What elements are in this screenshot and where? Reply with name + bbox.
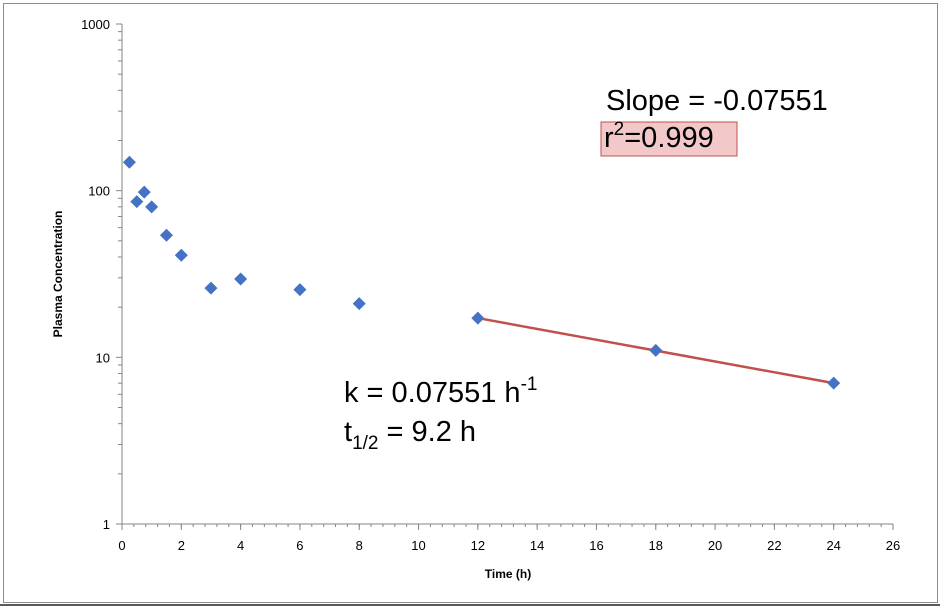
r2-highlight-box [600, 121, 738, 157]
r2-annotation: r2=0.999 [604, 119, 714, 154]
k-annotation: k = 0.07551 h-1 [344, 374, 537, 409]
y-tick-label: 1000 [81, 17, 110, 32]
data-point [471, 311, 485, 325]
x-axis-title: Time (h) [485, 567, 531, 581]
x-tick-label: 10 [411, 538, 425, 553]
axes [121, 24, 893, 525]
half-life-base: t [344, 416, 352, 448]
r2-value: =0.999 [624, 122, 714, 154]
half-life-value: = 9.2 h [378, 416, 476, 448]
x-tick-label: 16 [589, 538, 603, 553]
x-tick-label: 22 [767, 538, 781, 553]
x-tick-label: 0 [118, 538, 125, 553]
data-point [293, 283, 307, 297]
data-point [145, 200, 159, 214]
slope-annotation: Slope = -0.07551 [606, 85, 828, 117]
x-tick-label: 24 [826, 538, 840, 553]
y-tick-label: 100 [88, 184, 110, 199]
x-tick-label: 20 [708, 538, 722, 553]
y-axis-title: Plasma Concentration [51, 211, 65, 338]
data-point [130, 195, 144, 209]
half-life-subscript: 1/2 [352, 433, 378, 454]
y-tick-label: 10 [96, 350, 110, 365]
chart-frame [3, 3, 938, 603]
x-tick-label: 8 [356, 538, 363, 553]
data-points [122, 155, 841, 390]
y-tick-label: 1 [103, 517, 110, 532]
half-life-annotation: t1/2 = 9.2 h [344, 416, 476, 454]
x-tick-label: 6 [296, 538, 303, 553]
data-point [174, 248, 188, 262]
bottom-rule [0, 604, 940, 606]
x-tick-label: 14 [530, 538, 544, 553]
x-tick-label: 12 [471, 538, 485, 553]
data-point [204, 281, 218, 295]
data-point [352, 297, 366, 311]
x-tick-label: 26 [886, 538, 900, 553]
x-axis-ticks: 0 2 4 6 8 10 12 14 16 18 20 22 24 26 [118, 524, 900, 553]
data-point [234, 272, 248, 286]
y-axis-ticks: 1 10 100 1000 [81, 17, 122, 532]
r2-superscript: 2 [614, 119, 625, 140]
data-point [122, 155, 136, 169]
x-tick-label: 18 [649, 538, 663, 553]
r2-base: r [604, 122, 614, 154]
x-tick-label: 2 [178, 538, 185, 553]
k-text: k = 0.07551 h [344, 377, 521, 409]
x-tick-label: 4 [237, 538, 244, 553]
k-superscript: -1 [521, 374, 538, 395]
data-point [137, 185, 151, 199]
data-point [827, 376, 841, 390]
data-point [649, 343, 663, 357]
data-point [159, 228, 173, 242]
